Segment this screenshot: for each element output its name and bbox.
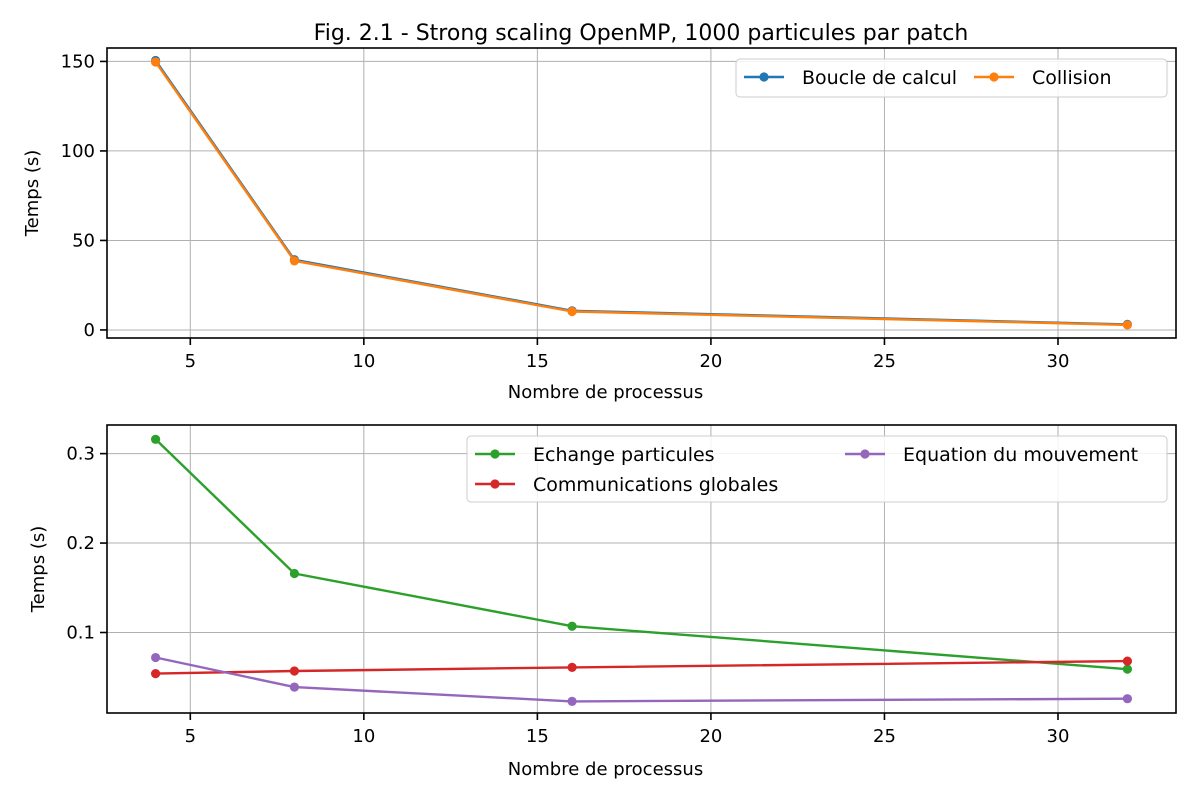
series-line bbox=[155, 659, 1128, 675]
data-point bbox=[150, 57, 161, 67]
legend: Echange particules Communications globale… bbox=[466, 435, 1168, 503]
series-collision bbox=[150, 57, 1133, 330]
legend-item: Echange particules bbox=[475, 444, 715, 466]
data-point bbox=[567, 662, 577, 672]
x-tick-label: 30 bbox=[1047, 351, 1070, 372]
data-point bbox=[567, 306, 577, 317]
x-tick-label: 20 bbox=[699, 726, 722, 747]
legend-label: Echange particules bbox=[533, 444, 715, 466]
legend-marker bbox=[490, 449, 500, 459]
x-tick-label: 25 bbox=[873, 726, 896, 747]
plot-frame bbox=[106, 424, 1177, 714]
x-axis-label: Nombre de processus bbox=[508, 382, 703, 403]
legend-marker bbox=[490, 479, 500, 489]
x-tick-label: 5 bbox=[185, 726, 196, 747]
y-tick-label: 0.2 bbox=[66, 533, 95, 554]
series-line bbox=[155, 656, 1128, 703]
series-communications-globales bbox=[150, 656, 1133, 679]
data-point bbox=[1122, 664, 1133, 674]
data-point bbox=[567, 621, 577, 631]
legend-marker bbox=[759, 72, 769, 82]
data-point bbox=[1122, 656, 1133, 666]
x-tick-label: 10 bbox=[352, 726, 375, 747]
x-tick-label: 5 bbox=[185, 351, 196, 372]
series-line bbox=[154, 61, 1128, 327]
legend-item: Equation du mouvement bbox=[845, 444, 1138, 466]
legend-label: Collision bbox=[1032, 67, 1112, 89]
x-tick-label: 20 bbox=[699, 351, 722, 372]
y-tick-label: 150 bbox=[61, 51, 95, 72]
legend-item: Boucle de calcul bbox=[744, 67, 957, 89]
legend-box bbox=[466, 435, 1168, 503]
y-tick-label: 0.1 bbox=[66, 623, 95, 644]
series-equation-du-mouvement bbox=[150, 652, 1133, 706]
data-point bbox=[150, 669, 161, 679]
series-line bbox=[154, 59, 1128, 326]
y-axis-label: Temps (s) bbox=[22, 150, 43, 238]
legend-label: Equation du mouvement bbox=[903, 444, 1138, 466]
y-tick-label: 0 bbox=[84, 320, 95, 341]
legend-item: Communications globales bbox=[475, 474, 778, 496]
series-echange-particules bbox=[150, 434, 1133, 674]
x-tick-label: 25 bbox=[873, 351, 896, 372]
data-point bbox=[1122, 320, 1133, 330]
data-point bbox=[289, 682, 300, 692]
chart-panel-2: 5 10 15 20 25 30 0.1 0.2 0.3 Nombre de processus T… bbox=[28, 424, 1177, 780]
data-point bbox=[150, 652, 161, 663]
chart-panel-1: 5 10 15 20 25 30 0 50 100 150 Nombre de processus T… bbox=[22, 47, 1177, 403]
data-point bbox=[150, 434, 161, 444]
data-point bbox=[1122, 694, 1133, 704]
series-line bbox=[154, 438, 1128, 671]
x-tick-label: 15 bbox=[526, 351, 549, 372]
x-tick-label: 30 bbox=[1047, 726, 1070, 747]
x-axis-label: Nombre de processus bbox=[508, 759, 703, 780]
data-point bbox=[289, 568, 300, 579]
data-point bbox=[289, 666, 300, 676]
legend-box bbox=[735, 58, 1168, 98]
data-point bbox=[289, 256, 300, 266]
chart-title: Fig. 2.1 - Strong scaling OpenMP, 1000 p… bbox=[314, 21, 969, 46]
legend-marker bbox=[989, 72, 999, 82]
legend-marker bbox=[860, 449, 870, 459]
legend-label: Boucle de calcul bbox=[802, 67, 957, 89]
legend: Boucle de calcul Collision bbox=[735, 58, 1168, 98]
data-point bbox=[567, 696, 577, 706]
legend-label: Communications globales bbox=[533, 474, 778, 496]
y-tick-label: 0.3 bbox=[66, 444, 95, 465]
x-tick-label: 15 bbox=[526, 726, 549, 747]
x-tick-label: 10 bbox=[352, 351, 375, 372]
plot-frame bbox=[106, 47, 1177, 339]
y-tick-label: 100 bbox=[61, 141, 95, 162]
legend-item: Collision bbox=[974, 67, 1112, 89]
y-tick-label: 50 bbox=[72, 230, 95, 251]
y-axis-label: Temps (s) bbox=[28, 526, 49, 614]
